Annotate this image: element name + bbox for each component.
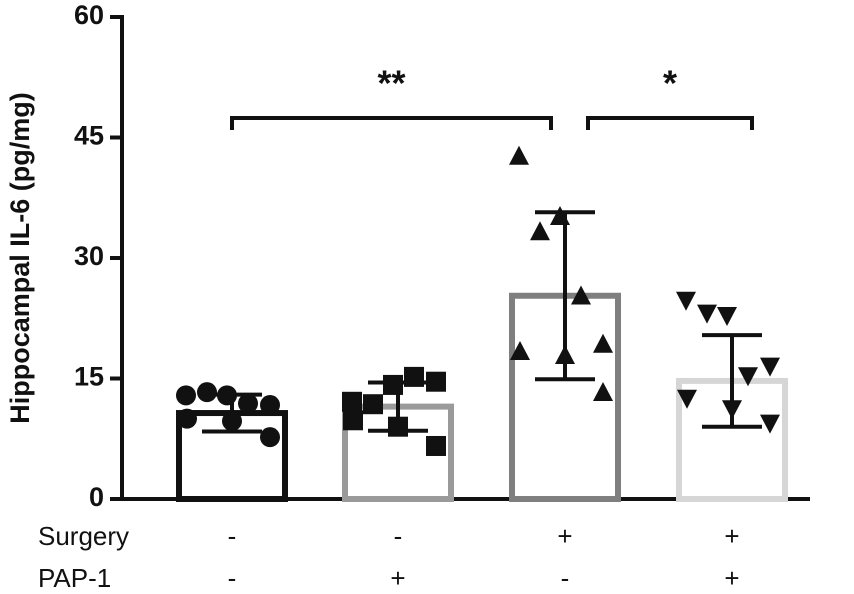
data-point	[176, 385, 196, 406]
factor-level: -	[561, 563, 570, 593]
data-point	[530, 221, 550, 241]
significance-label: *	[663, 63, 677, 104]
data-point	[342, 391, 362, 412]
data-point	[222, 411, 242, 432]
significance-label: **	[377, 63, 405, 104]
factor-level: -	[394, 521, 403, 551]
data-point	[426, 371, 446, 392]
factor-level: -	[228, 521, 237, 551]
data-point	[238, 393, 258, 414]
data-point	[383, 374, 403, 395]
data-point	[677, 389, 697, 409]
y-tick-label: 0	[89, 482, 104, 512]
data-point	[388, 416, 408, 437]
data-point	[343, 410, 363, 431]
data-point	[550, 206, 570, 226]
data-point	[260, 427, 280, 448]
y-tick-label: 60	[74, 0, 104, 30]
data-point	[217, 385, 237, 406]
data-point	[404, 366, 424, 387]
data-point	[717, 307, 737, 327]
data-point	[510, 340, 530, 360]
factor-level: +	[390, 563, 405, 593]
data-point	[555, 345, 575, 365]
data-point	[676, 291, 696, 311]
data-point	[760, 414, 780, 434]
factor-label: Surgery	[38, 521, 129, 551]
data-point	[593, 381, 613, 401]
data-point	[197, 382, 217, 403]
data-point	[509, 145, 529, 165]
factor-label: PAP-1	[38, 563, 111, 593]
factor-level: -	[228, 563, 237, 593]
factor-level: +	[724, 563, 739, 593]
factor-level: +	[557, 521, 572, 551]
data-point	[177, 408, 197, 429]
data-point	[738, 367, 758, 387]
data-point	[697, 304, 717, 324]
significance-bracket	[586, 116, 754, 130]
data-point	[722, 400, 742, 420]
data-point	[426, 435, 446, 456]
y-tick-label: 45	[74, 121, 104, 151]
y-axis-label: Hippocampal IL-6 (pg/mg)	[5, 92, 35, 424]
factor-level: +	[724, 521, 739, 551]
significance-bracket	[230, 116, 553, 130]
data-point	[760, 357, 780, 377]
y-tick-label: 30	[74, 241, 104, 271]
data-point	[571, 285, 591, 305]
data-point	[260, 395, 280, 416]
data-point	[593, 333, 613, 353]
data-point	[363, 394, 383, 415]
y-tick-label: 15	[74, 362, 104, 392]
